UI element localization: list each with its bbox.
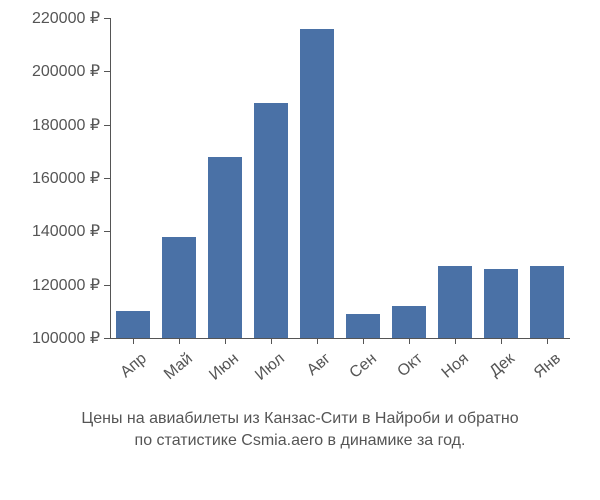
bar (438, 266, 472, 338)
x-tick-mark (133, 338, 134, 344)
y-tick-label: 160000 ₽ (32, 168, 100, 188)
x-tick-mark (363, 338, 364, 344)
bar (484, 269, 518, 338)
y-tick-label: 120000 ₽ (32, 275, 100, 295)
y-tick-label: 200000 ₽ (32, 61, 100, 81)
price-chart: 100000 ₽ 120000 ₽ 140000 ₽ 160000 ₽ 180000 ₽… (0, 0, 600, 500)
y-tick-mark (104, 338, 110, 339)
chart-caption: Цены на авиабилеты из Канзас-Сити в Найр… (0, 408, 600, 451)
y-tick-label: 220000 ₽ (32, 8, 100, 28)
y-tick-mark (104, 71, 110, 72)
x-tick-mark (501, 338, 502, 344)
bar (116, 311, 150, 338)
bar (346, 314, 380, 338)
bar (254, 103, 288, 338)
bar (530, 266, 564, 338)
x-tick-mark (409, 338, 410, 344)
bar (208, 157, 242, 338)
y-tick-mark (104, 178, 110, 179)
x-tick-label: Июн (185, 350, 243, 402)
y-axis-line (110, 18, 111, 338)
y-tick-label: 140000 ₽ (32, 221, 100, 241)
y-tick-mark (104, 231, 110, 232)
x-tick-mark (317, 338, 318, 344)
y-tick-mark (104, 18, 110, 19)
x-tick-mark (547, 338, 548, 344)
caption-line-2: по статистике Csmia.aero в динамике за г… (135, 432, 466, 449)
bar (392, 306, 426, 338)
x-tick-label: Окт (369, 350, 427, 402)
x-tick-mark (271, 338, 272, 344)
x-tick-label: Ноя (415, 350, 473, 402)
y-tick-label: 180000 ₽ (32, 115, 100, 135)
y-tick-label: 100000 ₽ (32, 328, 100, 348)
x-tick-mark (455, 338, 456, 344)
y-tick-mark (104, 125, 110, 126)
x-tick-label: Авг (277, 350, 335, 402)
x-tick-label: Июл (231, 350, 289, 402)
caption-line-1: Цены на авиабилеты из Канзас-Сити в Найр… (81, 410, 518, 427)
x-tick-mark (225, 338, 226, 344)
bar (300, 29, 334, 338)
x-tick-label: Янв (507, 350, 565, 402)
x-tick-label: Сен (323, 350, 381, 402)
x-tick-label: Май (139, 350, 197, 402)
bar (162, 237, 196, 338)
x-tick-label: Дек (461, 350, 519, 402)
x-tick-label: Апр (93, 350, 151, 402)
y-tick-mark (104, 285, 110, 286)
x-tick-mark (179, 338, 180, 344)
